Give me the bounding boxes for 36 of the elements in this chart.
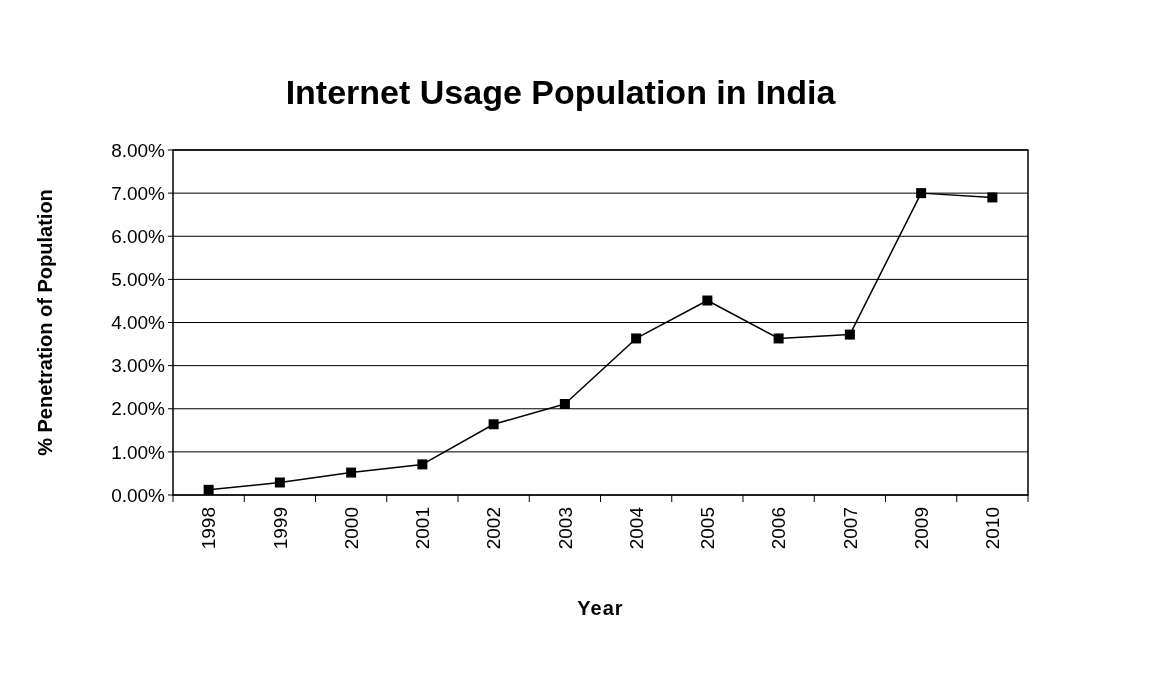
x-tick-label: 2004 — [625, 506, 647, 550]
x-tick-label: 2000 — [340, 507, 362, 550]
point — [274, 477, 285, 488]
point — [488, 419, 499, 430]
x-tick-label: 2010 — [982, 507, 1004, 550]
x-tick-label: 1998 — [198, 507, 220, 550]
point — [916, 188, 927, 199]
y-tick-label: 6.00% — [111, 225, 166, 247]
y-tick-label: 7.00% — [111, 182, 166, 204]
x-axis-title: Year — [577, 597, 624, 619]
point — [417, 459, 428, 470]
y-tick-label: 3.00% — [111, 355, 166, 377]
y-tick-label: 8.00% — [111, 139, 166, 161]
x-tick-label: 2002 — [483, 507, 505, 550]
x-tick-label: 2009 — [910, 507, 932, 550]
point — [346, 467, 357, 478]
y-axis-title: % Penetration of Population — [34, 189, 56, 456]
x-tick-label: 2006 — [768, 507, 790, 550]
y-tick-label: 2.00% — [111, 398, 166, 420]
x-tick-label: 2007 — [839, 507, 861, 550]
point — [631, 333, 642, 344]
point — [702, 295, 713, 306]
chart-title: Internet Usage Population in India — [285, 73, 837, 111]
point — [844, 329, 855, 340]
y-tick-label: 4.00% — [111, 312, 166, 334]
point — [559, 399, 570, 410]
point — [987, 192, 998, 203]
y-tick-label: 1.00% — [111, 441, 166, 463]
x-tick-label: 2003 — [554, 507, 576, 550]
x-tick-label: 2001 — [412, 507, 434, 550]
y-tick-label: 5.00% — [111, 269, 166, 291]
y-tick-label: 0.00% — [111, 484, 166, 506]
point — [773, 333, 784, 344]
x-tick-label: 2005 — [697, 507, 719, 550]
point — [203, 484, 214, 495]
x-tick-label: 1999 — [269, 507, 291, 550]
